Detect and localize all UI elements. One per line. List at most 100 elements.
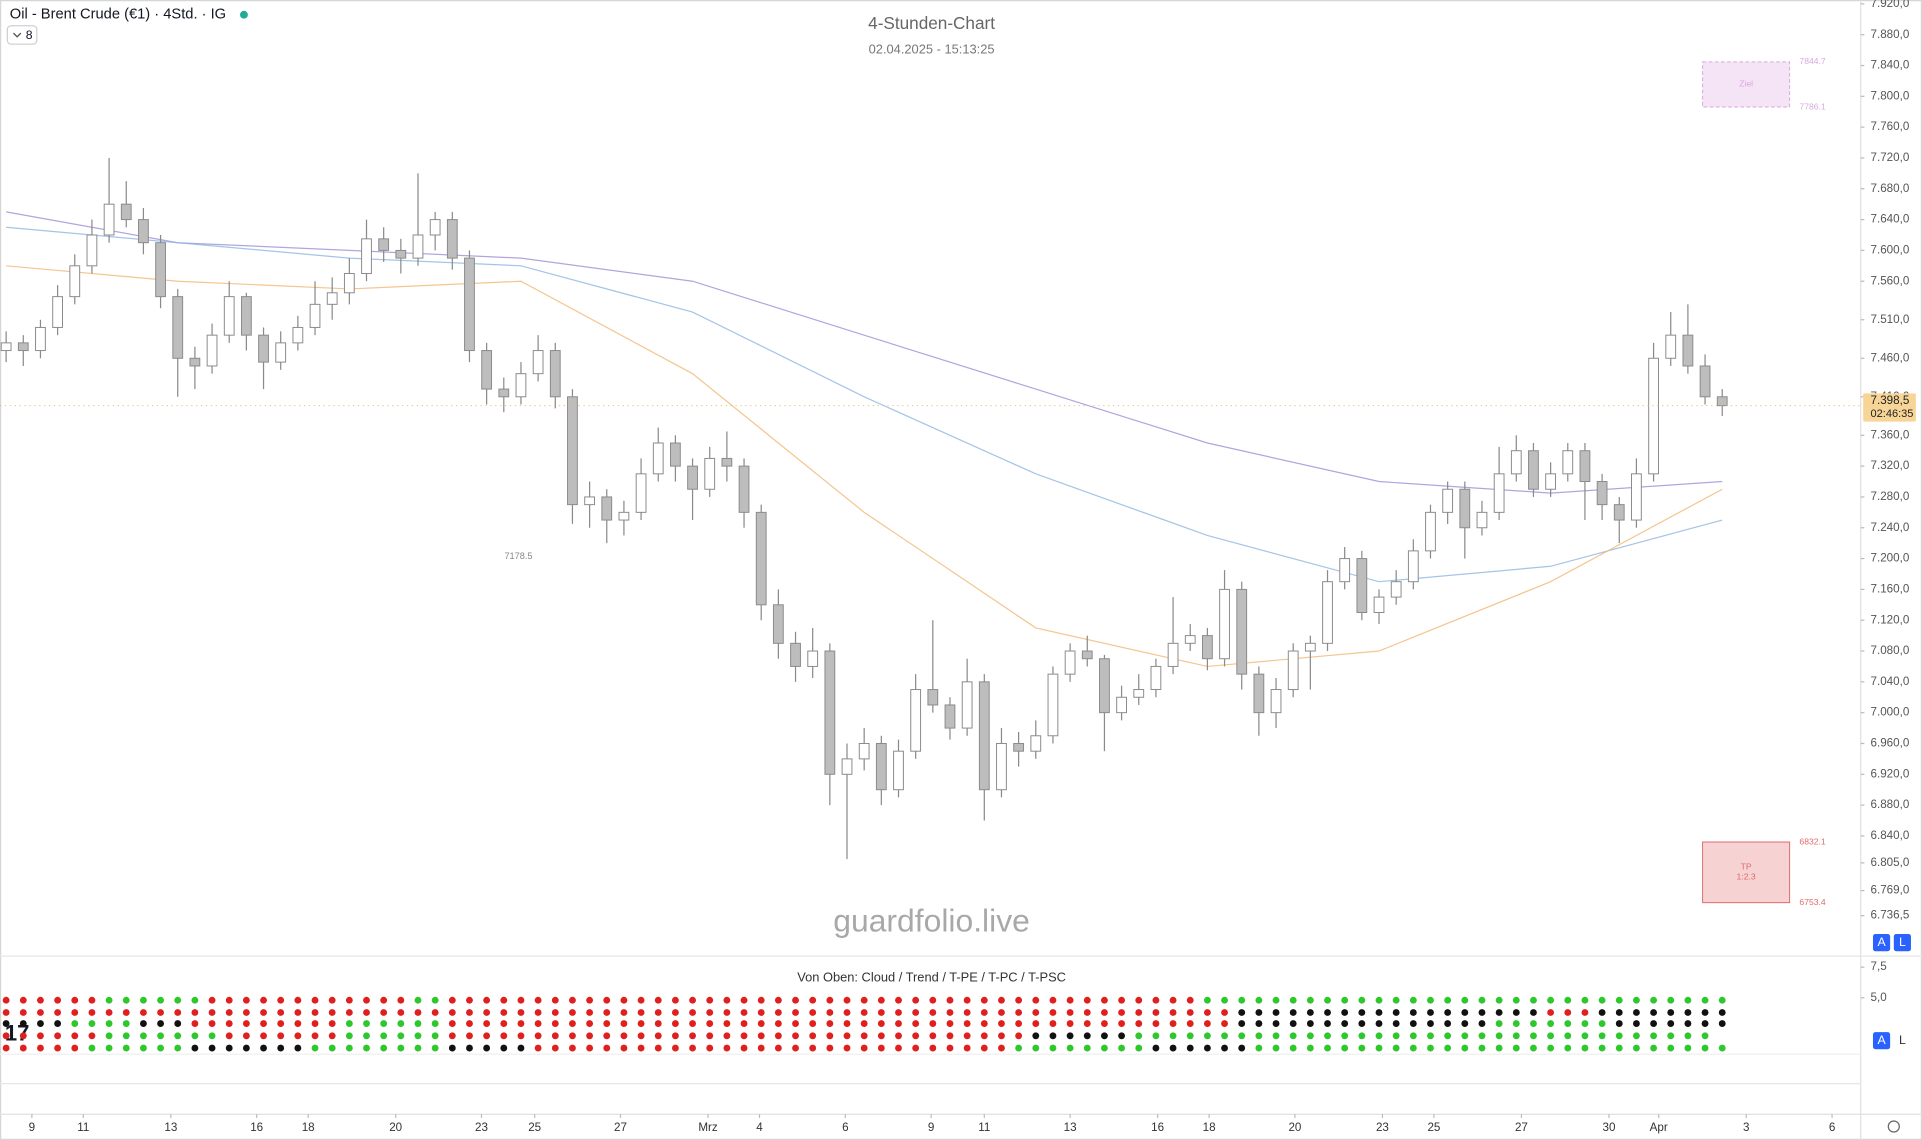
candle-body — [618, 511, 630, 521]
x-tick-label: 11 — [978, 1121, 990, 1134]
scale-button-label[interactable]: L — [1899, 935, 1906, 949]
state-dot — [174, 996, 182, 1004]
zone-bottom-value: 6753.4 — [1799, 897, 1825, 907]
state-dot — [671, 996, 679, 1004]
state-dot — [242, 1044, 250, 1052]
state-dot — [1186, 1044, 1194, 1052]
state-dot — [277, 1044, 285, 1052]
state-dot — [345, 996, 353, 1004]
state-dot — [105, 1032, 113, 1040]
watermark: guardfolio.live — [833, 902, 1030, 938]
state-dot — [174, 1032, 182, 1040]
state-dot — [1289, 1009, 1297, 1016]
candle-body — [601, 496, 613, 521]
chevron-icon — [13, 32, 22, 38]
scale-button-label[interactable]: A — [1877, 935, 1886, 949]
state-dot — [1530, 1032, 1537, 1040]
candle-body — [1270, 689, 1282, 714]
state-dot — [792, 996, 799, 1004]
state-dot — [980, 1009, 988, 1016]
scale-button[interactable] — [1893, 1032, 1911, 1050]
state-dot — [71, 1032, 79, 1040]
state-dot — [569, 1020, 576, 1027]
state-dot — [1238, 1032, 1246, 1040]
state-dot — [723, 1020, 731, 1027]
state-dot — [1427, 1009, 1434, 1016]
state-dot — [877, 1020, 885, 1027]
state-dot — [1461, 996, 1469, 1004]
candle-body — [927, 689, 939, 706]
state-dot — [431, 1009, 439, 1016]
state-dot — [242, 996, 250, 1004]
state-dot — [1015, 1020, 1023, 1027]
state-dot — [225, 1020, 233, 1027]
state-dot — [826, 1009, 834, 1016]
state-dot — [1152, 1044, 1160, 1052]
state-dot — [895, 996, 902, 1004]
scale-button-label[interactable]: L — [1899, 1033, 1906, 1047]
x-tick-label: 16 — [250, 1121, 263, 1134]
state-dot — [1701, 1020, 1709, 1027]
state-dot — [1632, 1020, 1640, 1027]
state-dot — [1564, 1032, 1572, 1040]
state-dot — [929, 1032, 937, 1040]
state-dot — [1118, 1044, 1126, 1052]
settings-icon[interactable] — [1887, 1120, 1900, 1133]
state-dot — [1306, 1020, 1314, 1027]
state-dot — [174, 1020, 182, 1027]
state-dot — [774, 996, 782, 1004]
candle-body — [635, 473, 647, 513]
state-dot — [843, 996, 851, 1004]
scale-button[interactable] — [1872, 1032, 1891, 1050]
state-dot — [397, 996, 405, 1004]
state-dot — [534, 996, 542, 1004]
candle-body — [378, 238, 390, 251]
candle-body — [1425, 511, 1436, 552]
scale-button-label[interactable]: A — [1877, 1033, 1886, 1047]
x-tick-label: 3 — [1743, 1121, 1749, 1134]
state-dot — [311, 1020, 319, 1027]
x-tick-label: 9 — [29, 1121, 35, 1134]
y-tick-label: 7.240,0 — [1871, 521, 1910, 534]
candle-body — [807, 650, 819, 667]
state-dot — [1427, 1020, 1434, 1027]
state-dot — [774, 1009, 782, 1016]
state-dot — [448, 1009, 456, 1016]
state-dot — [929, 1020, 937, 1027]
state-dot — [792, 1020, 799, 1027]
state-dot — [466, 1020, 473, 1027]
state-dot — [294, 1009, 302, 1016]
state-dot — [71, 996, 79, 1004]
state-dot — [311, 1032, 319, 1040]
candle-body — [498, 388, 510, 398]
state-dot — [1650, 1009, 1658, 1016]
state-dot — [843, 1020, 851, 1027]
state-dot — [260, 1044, 267, 1052]
state-dot — [774, 1044, 782, 1052]
state-dot — [242, 1032, 250, 1040]
state-dot — [448, 1044, 456, 1052]
last-price-label: 7.398,5 — [1871, 394, 1910, 407]
state-dot — [1375, 1032, 1383, 1040]
state-dot — [122, 1009, 130, 1016]
state-dot — [1306, 996, 1314, 1004]
scale-button[interactable] — [1893, 934, 1911, 952]
state-dot — [1512, 1032, 1520, 1040]
state-dot — [1203, 1032, 1211, 1040]
state-dot — [1615, 1020, 1623, 1027]
candle-body — [1562, 450, 1574, 475]
state-dot — [603, 1009, 611, 1016]
state-dot — [1461, 1044, 1469, 1052]
badge[interactable] — [6, 25, 38, 45]
candle-body — [1339, 558, 1351, 583]
indicator-tick-label: 7,5 — [1871, 960, 1887, 973]
state-dot — [54, 1044, 62, 1052]
state-dot — [757, 1044, 765, 1052]
x-tick-label: 25 — [1427, 1121, 1440, 1134]
state-dot — [1203, 1009, 1211, 1016]
state-dot — [689, 1032, 696, 1040]
state-dot — [1152, 1020, 1160, 1027]
scale-button[interactable] — [1872, 934, 1891, 952]
